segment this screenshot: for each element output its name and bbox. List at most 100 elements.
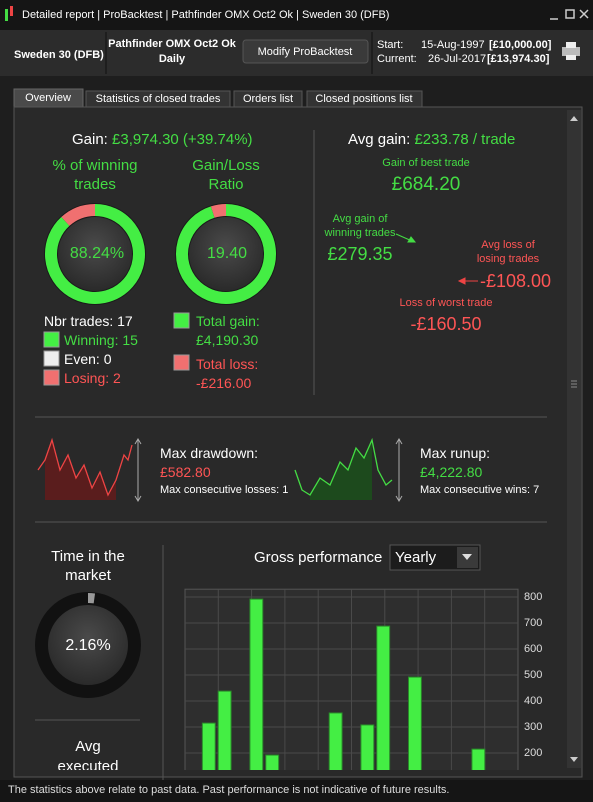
print-icon[interactable] [562, 42, 580, 60]
scroll-grip [571, 380, 577, 388]
avg-gain-row: Avg gain: £233.78 / trade [348, 130, 515, 149]
period: Daily [158, 53, 186, 65]
bar [201, 722, 216, 770]
app-icon [10, 6, 13, 16]
y-tick-label: 200 [524, 747, 542, 759]
y-tick-label: 500 [524, 669, 542, 681]
worst-label: Loss of worst trade [399, 297, 493, 309]
donut-center [48, 605, 128, 685]
avg-win-arrow [395, 233, 417, 243]
total-loss: -£216.00 [196, 375, 252, 391]
legend-swatch [173, 312, 190, 329]
time-title: Time in the market [51, 548, 125, 584]
avg-win-label: Avg gain of winning trades [324, 213, 396, 239]
bar [328, 712, 343, 770]
winning-trades: Winning: 15 [64, 331, 138, 350]
bar [471, 748, 486, 770]
drawdown-value: £582.80 [160, 464, 211, 480]
y-tick-label: 700 [524, 617, 542, 629]
select-arrow[interactable] [462, 554, 472, 560]
donut-center [189, 217, 263, 291]
bar [265, 754, 280, 770]
tab-label[interactable]: Overview [25, 92, 71, 104]
current-date: 26-Jul-2017 [428, 53, 487, 65]
gain-label: Gain: [72, 131, 108, 148]
tab-label[interactable]: Orders list [242, 93, 294, 105]
modify-button[interactable] [242, 39, 369, 64]
chart-title: Gross performance [254, 549, 383, 566]
header-separators [105, 32, 373, 74]
panel-text: Gain: £3,974.30 (+39.74%) % of winning t… [44, 130, 552, 770]
start-date: 15-Aug-1997 [421, 39, 485, 51]
period-value[interactable]: Yearly [395, 549, 437, 566]
best-value: £684.20 [391, 174, 461, 195]
donut-center [58, 217, 132, 291]
avg-executed-title: Avg executed [57, 738, 119, 770]
value: 2 [113, 370, 121, 386]
value: £233.78 / trade [414, 131, 516, 148]
y-tick-label: 400 [524, 695, 542, 707]
legend-swatch [173, 354, 190, 371]
label: Avg gain: [348, 131, 411, 148]
label: Even: [64, 351, 100, 367]
avg-win-value: £279.35 [327, 244, 393, 264]
current-capital: [£13,974.30] [487, 53, 550, 65]
total-gain-label: Total gain: [196, 313, 260, 329]
bar [217, 690, 232, 770]
bar [360, 724, 375, 770]
avg-loss-label: Avg loss of losing trades [476, 239, 540, 265]
legend-swatch [43, 331, 60, 348]
drawdown-label: Max drawdown: [160, 445, 259, 461]
y-tick-label: 300 [524, 721, 542, 733]
runup-label: Max runup: [420, 445, 491, 461]
value: 0 [103, 351, 112, 367]
start-label: Start: [377, 39, 404, 51]
app-icon [5, 9, 8, 21]
time-pct: 2.16% [65, 637, 111, 654]
donut-rest [61, 204, 96, 227]
total-loss-label: Total loss: [196, 356, 259, 372]
label: Losing: [64, 370, 110, 386]
avg-loss-value: -£108.00 [480, 271, 552, 291]
runup-icon [294, 437, 403, 502]
gain-value: £3,974.30 (+39.74%) [112, 131, 253, 148]
winning-title: % of winning trades [52, 157, 138, 193]
runup-value: £4,222.80 [420, 464, 483, 480]
window-controls[interactable] [550, 9, 589, 20]
drawdown-icon [37, 437, 142, 502]
even-trades: Even: 0 [64, 350, 112, 369]
start-capital: [£10,000.00] [489, 39, 552, 51]
ratio-title: Gain/Loss Ratio [192, 157, 260, 193]
instrument: Sweden 30 (DFB) [14, 49, 104, 61]
gain-row: Gain: £3,974.30 (+39.74%) [72, 130, 253, 149]
winning-pct: 88.24% [69, 245, 125, 262]
system: Pathfinder OMX Oct2 Ok [108, 38, 236, 50]
ratio-value: 19.40 [206, 245, 248, 262]
dividers [35, 130, 547, 780]
tab-label[interactable]: Closed positions list [315, 93, 413, 105]
runup-consecutive: Max consecutive wins: 7 [420, 484, 540, 496]
legend-swatch [43, 350, 60, 367]
tab-label[interactable]: Statistics of closed trades [95, 93, 221, 105]
button-label[interactable]: Modify ProBacktest [257, 46, 353, 58]
current-label: Current: [377, 53, 417, 65]
y-tick-label: 600 [524, 643, 542, 655]
donut-rest [210, 204, 227, 218]
chart-area: 200 300 400 500 600 700 800 [184, 588, 542, 770]
losing-trades: Losing: 2 [64, 369, 121, 388]
best-label: Gain of best trade [382, 157, 470, 169]
label: Nbr trades: [44, 313, 114, 329]
scrollbar[interactable] [567, 110, 581, 768]
nbr-trades: Nbr trades: 17 [44, 312, 133, 331]
label: Winning: [64, 332, 119, 348]
title-bar [0, 0, 593, 30]
drawdown-consecutive: Max consecutive losses: 1 [160, 484, 289, 496]
donut-arc [45, 204, 145, 304]
window-title: Detailed report | ProBacktest | Pathfind… [22, 9, 390, 21]
y-tick-label: 800 [524, 591, 542, 603]
avg-loss-arrow [457, 277, 478, 285]
total-gain: £4,190.30 [196, 332, 259, 348]
value: 17 [117, 313, 133, 329]
